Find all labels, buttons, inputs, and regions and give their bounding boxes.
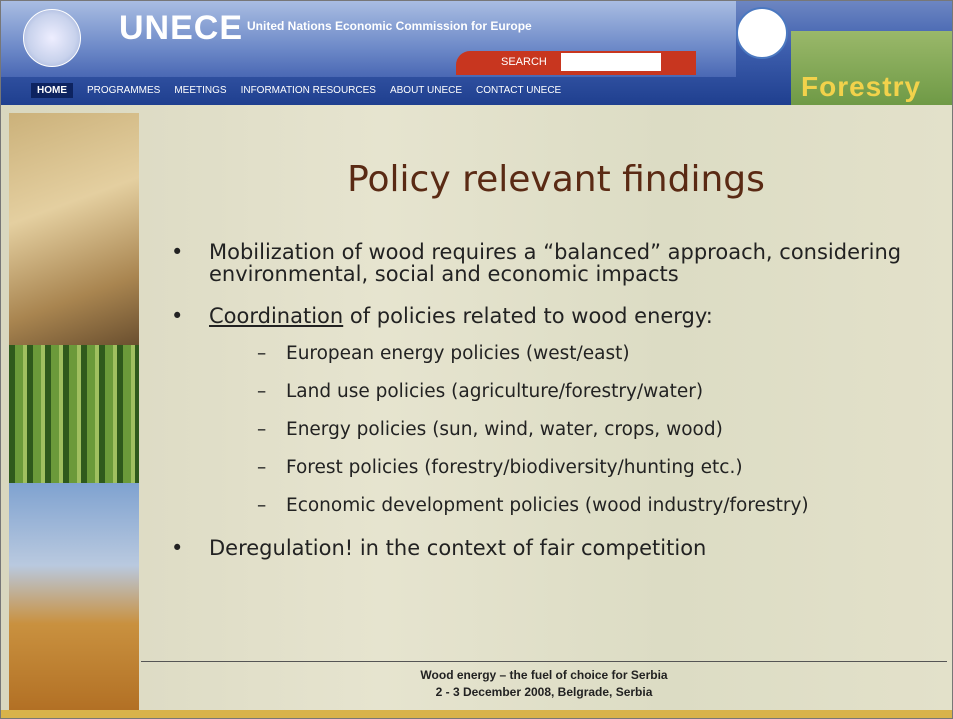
bottom-bar (1, 710, 952, 718)
nav-item[interactable]: HOME (31, 83, 73, 98)
nav-item[interactable]: MEETINGS (174, 85, 226, 96)
forestry-logo: Forestry (801, 71, 921, 103)
photo-plant (9, 483, 139, 718)
header-banner: UNECE United Nations Economic Commission… (1, 1, 952, 105)
sub-bullet: European energy policies (west/east) (209, 343, 951, 365)
search-label: SEARCH (501, 56, 547, 68)
nav-item[interactable]: CONTACT UNECE (476, 85, 561, 96)
slide-title: Policy relevant findings (181, 159, 931, 200)
nav-bar: HOME PROGRAMMES MEETINGS INFORMATION RESOUR… (31, 80, 561, 100)
footer: Wood energy – the fuel of choice for Ser… (141, 667, 947, 701)
bullet: Deregulation! in the context of fair com… (171, 537, 951, 559)
sub-bullet: Forest policies (forestry/biodiversity/h… (209, 457, 951, 479)
org-name: United Nations Economic Commission for E… (247, 19, 532, 33)
footer-line: Wood energy – the fuel of choice for Ser… (141, 667, 947, 684)
bullet-list: Mobilization of wood requires a “balance… (171, 241, 951, 579)
photo-strip (9, 113, 139, 718)
sub-bullet: Energy policies (sun, wind, water, crops… (209, 419, 951, 441)
org-logo[interactable]: UNECE (119, 9, 243, 48)
fao-logo (736, 7, 788, 59)
bullet-text: Deregulation! in the context of fair com… (209, 536, 706, 560)
slide: UNECE United Nations Economic Commission… (0, 0, 953, 719)
photo-wood-chips (9, 113, 139, 345)
bullet: Mobilization of wood requires a “balance… (171, 241, 951, 285)
nav-item[interactable]: ABOUT UNECE (390, 85, 462, 96)
bullet-text: of policies related to wood energy: (343, 304, 713, 328)
sub-list: European energy policies (west/east) Land… (209, 343, 951, 517)
nav-item[interactable]: INFORMATION RESOURCES (241, 85, 376, 96)
footer-rule (141, 661, 947, 662)
bullet-emphasis: Coordination (209, 304, 343, 328)
bullet: Coordination of policies related to wood… (171, 305, 951, 517)
bullet-text: Mobilization of wood requires a “balance… (209, 240, 901, 286)
sub-bullet: Land use policies (agriculture/forestry/… (209, 381, 951, 403)
footer-line: 2 - 3 December 2008, Belgrade, Serbia (141, 684, 947, 701)
un-emblem (23, 9, 81, 67)
nav-item[interactable]: PROGRAMMES (87, 85, 160, 96)
search-input[interactable] (561, 53, 661, 71)
photo-forest (9, 345, 139, 483)
sub-bullet: Economic development policies (wood indu… (209, 495, 951, 517)
